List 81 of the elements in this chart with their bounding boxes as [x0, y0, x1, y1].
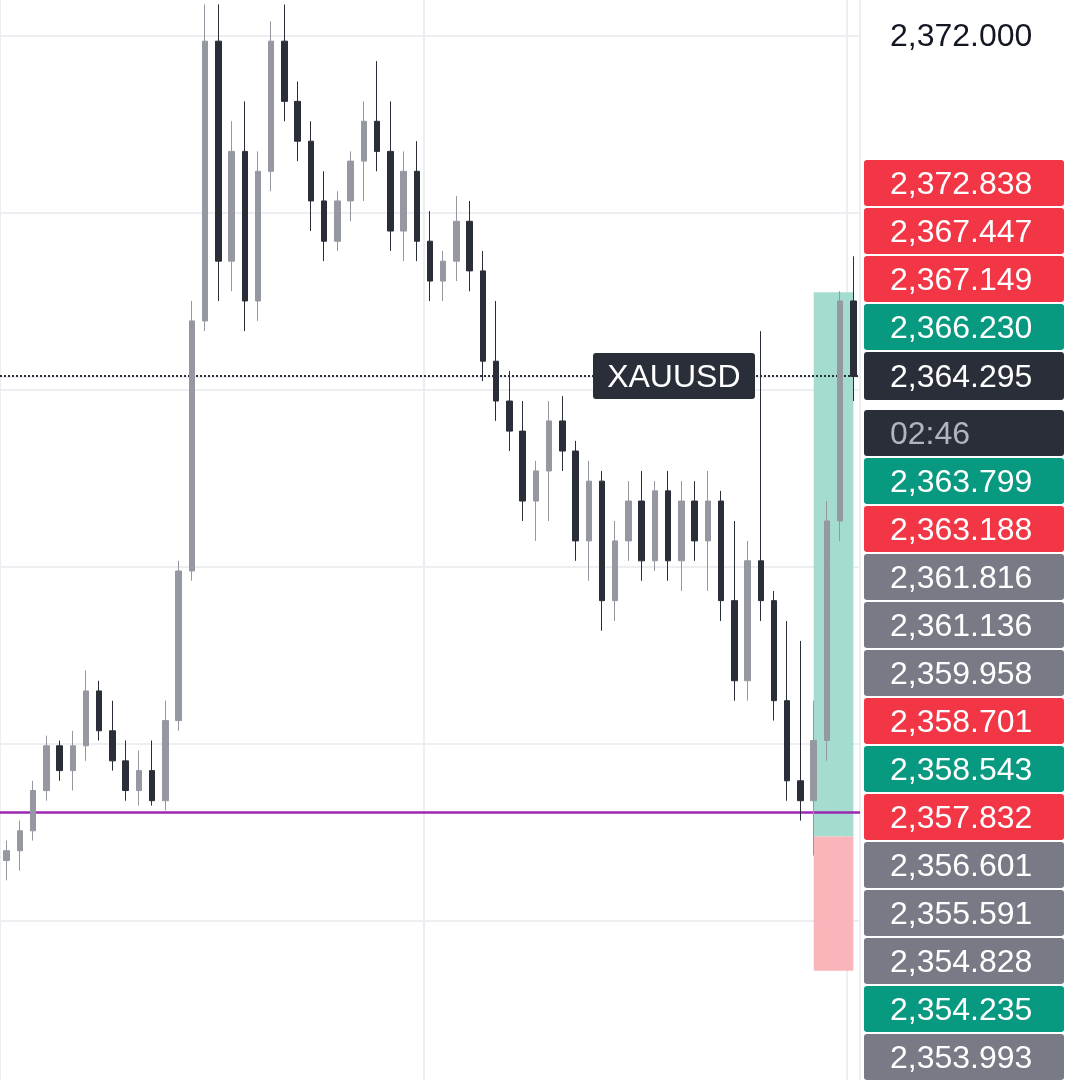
text: 2,359.958	[864, 650, 1064, 696]
candlestick	[215, 3, 222, 302]
candlestick	[3, 840, 10, 881]
candlestick	[374, 60, 380, 172]
candlestick	[625, 480, 632, 562]
candlestick	[731, 520, 738, 702]
candlestick	[136, 750, 142, 807]
candlestick	[824, 500, 830, 762]
text: 2,355.591	[864, 890, 1064, 936]
candlestick	[17, 820, 23, 872]
candlestick	[321, 170, 327, 262]
candlestick	[678, 480, 685, 592]
text: 2,367.447	[864, 208, 1064, 255]
candlestick	[281, 3, 288, 122]
candlestick	[837, 290, 843, 542]
text: 2,367.149	[864, 256, 1064, 303]
candlestick	[414, 140, 420, 262]
text: 2,363.188	[864, 506, 1064, 552]
candlestick	[519, 400, 526, 522]
y-tick-label: 2,372.000	[890, 17, 1033, 54]
candlestick	[559, 395, 566, 472]
candlestick	[612, 520, 618, 622]
candlestick	[691, 480, 698, 562]
candlestick	[308, 120, 314, 232]
candlestick	[440, 250, 446, 302]
candlestick	[294, 80, 301, 162]
y-tick-label: 2,364.295	[890, 358, 1033, 395]
candlestick	[784, 620, 790, 802]
candlestick	[189, 300, 195, 582]
candlestick	[387, 100, 394, 252]
candlestick	[797, 640, 804, 822]
text: 2,372.838	[864, 160, 1064, 207]
candlestick	[533, 460, 539, 542]
candlestick	[427, 210, 433, 302]
candlestick	[718, 490, 724, 622]
candlestick	[652, 480, 658, 572]
candlestick	[56, 740, 63, 782]
candlestick	[30, 780, 36, 842]
candlestick	[665, 470, 671, 582]
candlestick	[586, 460, 592, 582]
candlestick	[175, 560, 182, 732]
candlestick	[122, 740, 129, 802]
candlestick	[96, 680, 102, 742]
text: 2,354.235	[864, 986, 1064, 1032]
candlestick	[361, 100, 367, 202]
candlestick	[242, 100, 248, 332]
text: 2,363.799	[864, 458, 1064, 504]
candlestick	[70, 730, 76, 792]
candlestick	[268, 20, 274, 192]
candlestick	[546, 400, 552, 522]
candlestick	[162, 700, 169, 811]
candlestick	[599, 470, 605, 632]
candlestick	[202, 3, 208, 332]
candlestick	[638, 470, 645, 582]
candlestick	[744, 540, 751, 702]
candlestick	[453, 195, 460, 282]
candlestick	[400, 150, 407, 262]
candlestick	[255, 150, 261, 322]
candlestick	[109, 700, 116, 772]
candlestick	[347, 150, 354, 222]
candlestick	[228, 120, 235, 292]
candlestick	[771, 590, 777, 722]
candlestick	[43, 735, 50, 802]
text: 2,356.601	[864, 842, 1064, 888]
text: 2,358.543	[864, 746, 1064, 792]
text: 2,353.993	[864, 1034, 1064, 1080]
candlestick	[149, 740, 155, 807]
text: 02:46	[864, 410, 1064, 456]
candlestick	[466, 200, 473, 292]
text: 2,354.828	[864, 938, 1064, 984]
candlestick	[334, 190, 341, 252]
candlestick	[810, 700, 817, 857]
text: 2,361.816	[864, 554, 1064, 600]
text: 2,358.701	[864, 698, 1064, 744]
candlestick	[572, 440, 579, 562]
candlestick	[705, 470, 711, 592]
text: 2,361.136	[864, 602, 1064, 648]
text: 2,357.832	[864, 794, 1064, 840]
ref-line-label: XAUUSD	[593, 353, 755, 400]
text: 2,366.230	[864, 304, 1064, 351]
candlestick	[83, 670, 89, 762]
